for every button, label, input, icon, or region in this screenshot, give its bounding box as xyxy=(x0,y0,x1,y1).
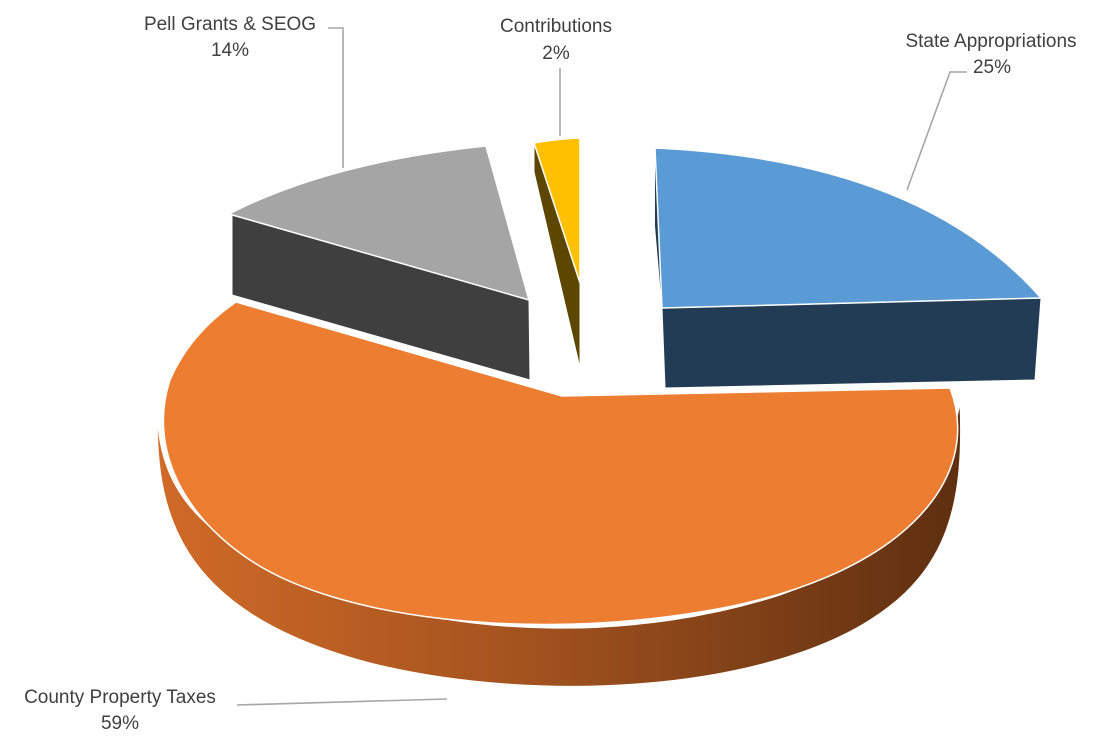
slice-contributions xyxy=(533,137,581,369)
slice-state-appropriations-top xyxy=(654,147,1043,309)
label-contributions-percent: 2% xyxy=(542,43,570,64)
leader-line-county-property-taxes xyxy=(236,698,448,706)
slice-contributions-top xyxy=(533,137,581,284)
slice-county-property-taxes xyxy=(156,301,962,687)
label-pell-grants-name: Pell Grants & SEOG xyxy=(144,14,316,35)
label-state-appropriations-name: State Appropriations xyxy=(905,31,1076,52)
data-label-pell-grants: Pell Grants & SEOG 14% xyxy=(144,14,316,61)
leader-line-state-appropriations xyxy=(906,71,967,191)
data-label-state-appropriations: State Appropriations 25% xyxy=(905,31,1076,78)
leader-line-pell-grants xyxy=(328,27,344,168)
data-label-county-property-taxes: County Property Taxes 59% xyxy=(24,687,216,734)
label-pell-grants-percent: 14% xyxy=(211,40,249,61)
slice-state-appropriations-side-front xyxy=(661,297,1042,389)
slice-pell-grants-top xyxy=(226,145,531,302)
slice-pell-grants xyxy=(226,145,531,381)
label-state-appropriations-percent: 25% xyxy=(973,57,1011,78)
label-county-property-taxes-name: County Property Taxes xyxy=(24,687,216,708)
slice-state-appropriations xyxy=(654,147,1043,389)
slice-county-property-taxes-top xyxy=(162,301,959,626)
label-county-property-taxes-percent: 59% xyxy=(101,713,139,734)
data-label-contributions: Contributions 2% xyxy=(500,16,612,64)
label-contributions-name: Contributions xyxy=(500,16,612,37)
